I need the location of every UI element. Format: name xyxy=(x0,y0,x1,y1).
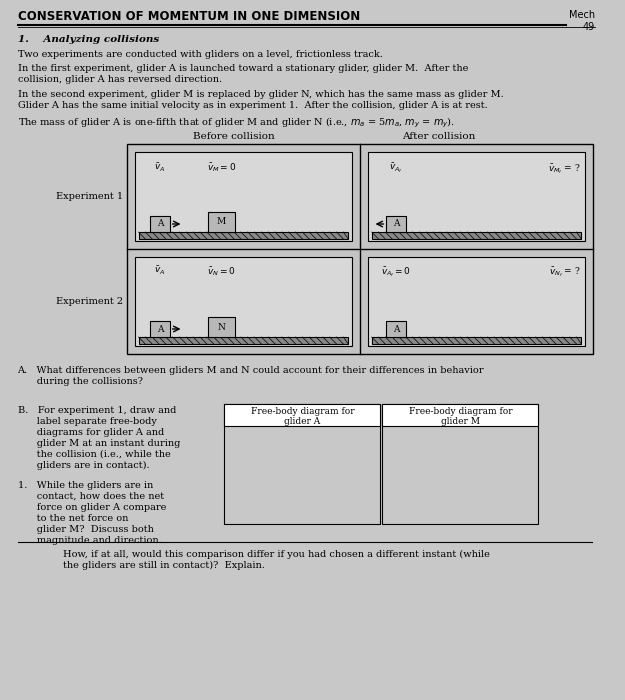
Text: Glider A has the same initial velocity as in experiment 1.  After the collision,: Glider A has the same initial velocity a… xyxy=(18,101,488,110)
Text: label separate free-body: label separate free-body xyxy=(18,417,156,426)
Text: CONSERVATION OF MOMENTUM IN ONE DIMENSION: CONSERVATION OF MOMENTUM IN ONE DIMENSIO… xyxy=(18,10,360,23)
Bar xyxy=(127,144,593,354)
Text: $\bar{v}_{N} = 0$: $\bar{v}_{N} = 0$ xyxy=(207,265,236,277)
Bar xyxy=(224,404,381,524)
Text: Experiment 2: Experiment 2 xyxy=(56,297,123,306)
Bar xyxy=(139,232,348,239)
Text: A: A xyxy=(392,220,399,228)
Text: during the collisions?: during the collisions? xyxy=(18,377,142,386)
Text: collision, glider A has reversed direction.: collision, glider A has reversed directi… xyxy=(18,75,222,84)
Text: 1.   While the gliders are in: 1. While the gliders are in xyxy=(18,481,152,490)
Bar xyxy=(139,337,348,344)
Text: Mech
49: Mech 49 xyxy=(569,10,595,32)
Bar xyxy=(382,404,539,426)
Text: $\bar{v}_{A_f} = 0$: $\bar{v}_{A_f} = 0$ xyxy=(381,265,411,279)
Bar xyxy=(134,257,352,346)
Text: $\bar{v}_{A}$: $\bar{v}_{A}$ xyxy=(154,162,166,174)
Bar xyxy=(368,257,585,346)
Bar xyxy=(134,152,352,241)
Bar xyxy=(386,321,406,337)
Text: 1.    Analyzing collisions: 1. Analyzing collisions xyxy=(18,35,159,44)
Text: $\bar{v}_{A}$: $\bar{v}_{A}$ xyxy=(154,265,166,277)
Text: force on glider A compare: force on glider A compare xyxy=(18,503,166,512)
Text: $\bar{v}_{M} = 0$: $\bar{v}_{M} = 0$ xyxy=(207,162,236,174)
Text: glider M at an instant during: glider M at an instant during xyxy=(18,439,180,448)
Bar xyxy=(372,337,581,344)
Text: gliders are in contact).: gliders are in contact). xyxy=(18,461,149,470)
Bar xyxy=(386,216,406,232)
Text: A.   What differences between gliders M and N could account for their difference: A. What differences between gliders M an… xyxy=(18,366,484,375)
Text: N: N xyxy=(217,323,226,332)
Bar xyxy=(10,5,600,35)
Text: In the second experiment, glider M is replaced by glider N, which has the same m: In the second experiment, glider M is re… xyxy=(18,90,503,99)
Bar xyxy=(382,404,539,524)
Text: $\bar{v}_{A_f}$: $\bar{v}_{A_f}$ xyxy=(389,162,403,176)
Text: contact, how does the net: contact, how does the net xyxy=(18,492,164,501)
Bar xyxy=(208,317,235,337)
Text: $\bar{v}_{M_f}$ = ?: $\bar{v}_{M_f}$ = ? xyxy=(548,162,581,176)
Text: magnitude and direction.: magnitude and direction. xyxy=(18,536,161,545)
Bar xyxy=(368,152,585,241)
Bar xyxy=(224,404,381,426)
Text: The mass of glider A is one-fifth that of glider M and glider N (i.e., $m_a$ = 5: The mass of glider A is one-fifth that o… xyxy=(18,116,454,130)
Text: the gliders are still in contact)?  Explain.: the gliders are still in contact)? Expla… xyxy=(63,561,265,570)
Text: glider M?  Discuss both: glider M? Discuss both xyxy=(18,525,153,534)
Bar xyxy=(208,212,235,232)
Text: the collision (i.e., while the: the collision (i.e., while the xyxy=(18,450,170,459)
Text: A: A xyxy=(157,325,163,333)
Text: Two experiments are conducted with gliders on a level, frictionless track.: Two experiments are conducted with glide… xyxy=(18,50,382,59)
Text: to the net force on: to the net force on xyxy=(18,514,128,523)
Text: $\bar{v}_{N_f}$ = ?: $\bar{v}_{N_f}$ = ? xyxy=(549,265,581,279)
Text: Free-body diagram for
glider M: Free-body diagram for glider M xyxy=(409,407,512,426)
Text: How, if at all, would this comparison differ if you had chosen a different insta: How, if at all, would this comparison di… xyxy=(63,550,490,559)
Text: Free-body diagram for
glider A: Free-body diagram for glider A xyxy=(251,407,354,426)
Bar xyxy=(372,232,581,239)
Bar xyxy=(150,216,170,232)
Text: Experiment 1: Experiment 1 xyxy=(56,192,123,201)
Text: A: A xyxy=(392,325,399,333)
Text: M: M xyxy=(217,218,226,227)
Text: After collision: After collision xyxy=(402,132,476,141)
Text: B.   For experiment 1, draw and: B. For experiment 1, draw and xyxy=(18,406,176,415)
Bar xyxy=(150,321,170,337)
Text: diagrams for glider A and: diagrams for glider A and xyxy=(18,428,164,437)
Text: A: A xyxy=(157,220,163,228)
Text: Before collision: Before collision xyxy=(193,132,275,141)
Text: In the first experiment, glider A is launched toward a stationary glider, glider: In the first experiment, glider A is lau… xyxy=(18,64,468,73)
